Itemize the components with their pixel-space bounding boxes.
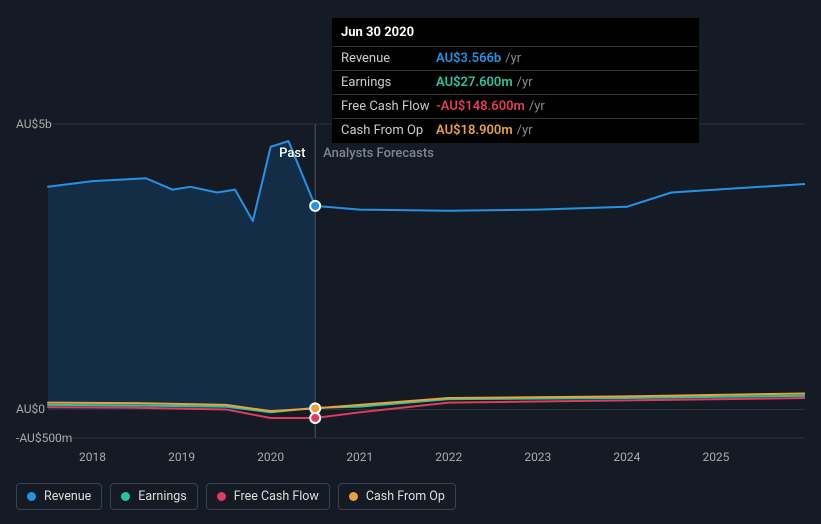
legend-item[interactable]: Earnings xyxy=(110,483,197,510)
legend-item[interactable]: Revenue xyxy=(16,483,102,510)
legend-item[interactable]: Cash From Op xyxy=(338,483,456,510)
y-tick-label: AU$5b xyxy=(16,117,52,131)
chart-tooltip: Jun 30 2020 RevenueAU$3.566b/yrEarningsA… xyxy=(332,18,699,143)
tooltip-metric-unit: /yr xyxy=(517,75,533,90)
tooltip-metric-unit: /yr xyxy=(529,99,545,114)
tooltip-date: Jun 30 2020 xyxy=(333,19,698,46)
tooltip-row: RevenueAU$3.566b/yr xyxy=(333,46,698,70)
x-tick-label: 2023 xyxy=(524,450,551,464)
legend-item[interactable]: Free Cash Flow xyxy=(206,483,330,510)
legend-dot xyxy=(121,492,130,501)
past-label: Past xyxy=(279,146,305,161)
tooltip-metric-unit: /yr xyxy=(517,123,533,138)
x-tick-label: 2025 xyxy=(702,450,729,464)
y-tick-label: -AU$500m xyxy=(16,431,72,445)
forecast-label: Analysts Forecasts xyxy=(323,146,434,161)
legend-dot xyxy=(217,492,226,501)
x-tick-label: 2021 xyxy=(346,450,373,464)
tooltip-metric-value: AU$3.566b xyxy=(436,51,501,66)
tooltip-row: Cash From OpAU$18.900m/yr xyxy=(333,118,698,142)
chart-svg xyxy=(16,116,805,474)
tooltip-metric-value: -AU$148.600m xyxy=(436,99,525,114)
tooltip-metric-label: Revenue xyxy=(341,51,436,66)
y-tick-label: AU$0 xyxy=(16,402,45,416)
x-tick-label: 2022 xyxy=(435,450,462,464)
legend-dot xyxy=(349,492,358,501)
x-tick-label: 2024 xyxy=(613,450,640,464)
tooltip-metric-label: Cash From Op xyxy=(341,123,436,138)
tooltip-metric-label: Earnings xyxy=(341,75,436,90)
x-tick-label: 2020 xyxy=(257,450,284,464)
tooltip-row: EarningsAU$27.600m/yr xyxy=(333,70,698,94)
x-tick-label: 2018 xyxy=(79,450,106,464)
x-tick-label: 2019 xyxy=(168,450,195,464)
tooltip-rows: RevenueAU$3.566b/yrEarningsAU$27.600m/yr… xyxy=(333,46,698,142)
legend-label: Earnings xyxy=(138,489,186,504)
legend: Revenue Earnings Free Cash Flow Cash From O… xyxy=(16,483,456,510)
chart-container: AU$5b AU$0 -AU$500m 2018 2019 2020 2021 2022 20… xyxy=(16,116,805,474)
legend-label: Cash From Op xyxy=(366,489,445,504)
tooltip-metric-unit: /yr xyxy=(505,51,521,66)
legend-label: Free Cash Flow xyxy=(234,489,319,504)
tooltip-metric-value: AU$18.900m xyxy=(436,123,513,138)
legend-label: Revenue xyxy=(44,489,91,504)
tooltip-metric-value: AU$27.600m xyxy=(436,75,513,90)
legend-dot xyxy=(27,492,36,501)
tooltip-row: Free Cash Flow-AU$148.600m/yr xyxy=(333,94,698,118)
tooltip-metric-label: Free Cash Flow xyxy=(341,99,436,114)
